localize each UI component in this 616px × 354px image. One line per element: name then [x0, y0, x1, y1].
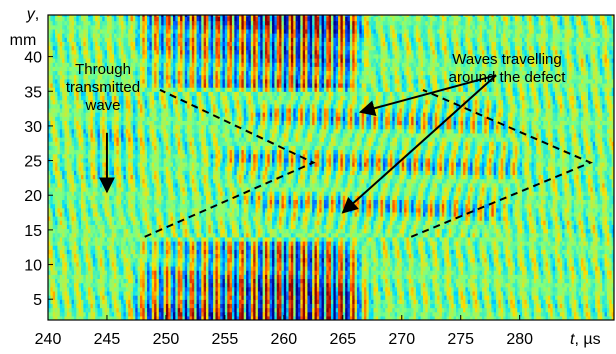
chart: Through transmitted waveWaves travelling ar… — [0, 0, 616, 354]
